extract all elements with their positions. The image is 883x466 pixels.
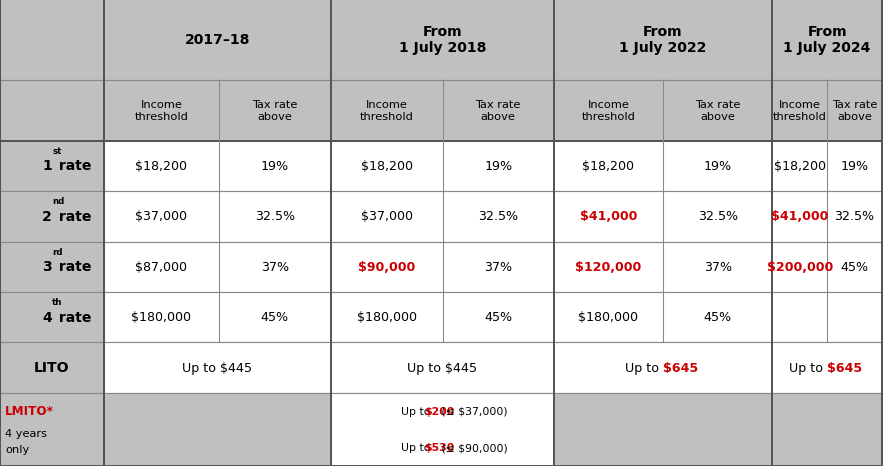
FancyBboxPatch shape	[0, 141, 104, 192]
FancyBboxPatch shape	[104, 393, 330, 466]
Text: 37%: 37%	[704, 260, 732, 274]
Text: $120,000: $120,000	[575, 260, 641, 274]
FancyBboxPatch shape	[0, 343, 104, 393]
FancyBboxPatch shape	[104, 292, 881, 343]
FancyBboxPatch shape	[104, 192, 881, 242]
Text: 45%: 45%	[260, 311, 289, 324]
Text: $90,000: $90,000	[358, 260, 415, 274]
Text: st: st	[52, 147, 62, 156]
Text: Income
threshold: Income threshold	[359, 100, 413, 122]
FancyBboxPatch shape	[0, 0, 881, 81]
Text: $180,000: $180,000	[132, 311, 192, 324]
Text: $645: $645	[663, 361, 698, 374]
Text: Up to: Up to	[402, 443, 434, 453]
Text: Up to $445: Up to $445	[407, 361, 477, 374]
Text: (≤ $90,000): (≤ $90,000)	[438, 443, 508, 453]
Text: From
1 July 2024: From 1 July 2024	[783, 25, 871, 55]
Text: 4: 4	[42, 310, 52, 324]
Text: 19%: 19%	[840, 160, 868, 173]
Text: Income
threshold: Income threshold	[581, 100, 635, 122]
Text: Tax rate
above: Tax rate above	[475, 100, 521, 122]
FancyBboxPatch shape	[104, 141, 881, 192]
Text: 19%: 19%	[484, 160, 512, 173]
Text: rate: rate	[54, 159, 91, 173]
Text: 32.5%: 32.5%	[254, 210, 295, 223]
FancyBboxPatch shape	[0, 81, 881, 141]
Text: $180,000: $180,000	[357, 311, 417, 324]
Text: $200,000: $200,000	[766, 260, 833, 274]
Text: LITO: LITO	[34, 361, 70, 375]
Text: $18,200: $18,200	[360, 160, 412, 173]
FancyBboxPatch shape	[0, 393, 104, 466]
FancyBboxPatch shape	[104, 242, 881, 292]
Text: rate: rate	[54, 310, 91, 324]
Text: 45%: 45%	[704, 311, 732, 324]
FancyBboxPatch shape	[554, 393, 881, 466]
Text: $18,200: $18,200	[135, 160, 187, 173]
FancyBboxPatch shape	[0, 292, 104, 343]
Text: Up to: Up to	[402, 406, 434, 416]
Text: Tax rate
above: Tax rate above	[252, 100, 298, 122]
Text: 37%: 37%	[484, 260, 512, 274]
Text: 2: 2	[42, 210, 52, 224]
Text: $180,000: $180,000	[578, 311, 638, 324]
FancyBboxPatch shape	[104, 343, 881, 393]
Text: (≤ $37,000): (≤ $37,000)	[438, 406, 508, 416]
Text: $87,000: $87,000	[135, 260, 187, 274]
FancyBboxPatch shape	[330, 393, 554, 466]
FancyBboxPatch shape	[0, 192, 104, 242]
Text: only: only	[5, 445, 29, 455]
Text: 19%: 19%	[260, 160, 289, 173]
Text: nd: nd	[52, 197, 64, 206]
Text: 32.5%: 32.5%	[698, 210, 737, 223]
Text: 1: 1	[42, 159, 52, 173]
Text: 45%: 45%	[840, 260, 868, 274]
Text: Tax rate
above: Tax rate above	[832, 100, 877, 122]
Text: 19%: 19%	[704, 160, 732, 173]
Text: $41,000: $41,000	[579, 210, 637, 223]
Text: $18,200: $18,200	[582, 160, 634, 173]
Text: $645: $645	[826, 361, 862, 374]
Text: $37,000: $37,000	[360, 210, 412, 223]
Text: 32.5%: 32.5%	[478, 210, 518, 223]
Text: From
1 July 2018: From 1 July 2018	[398, 25, 486, 55]
Text: 37%: 37%	[260, 260, 289, 274]
Text: Income
threshold: Income threshold	[773, 100, 826, 122]
Text: 2017–18: 2017–18	[185, 33, 250, 47]
Text: Up to $445: Up to $445	[182, 361, 253, 374]
Text: rd: rd	[52, 247, 63, 256]
Text: Up to: Up to	[625, 361, 663, 374]
Text: $41,000: $41,000	[771, 210, 828, 223]
Text: $200: $200	[424, 406, 454, 416]
Text: Tax rate
above: Tax rate above	[695, 100, 740, 122]
Text: 32.5%: 32.5%	[834, 210, 874, 223]
Text: From
1 July 2022: From 1 July 2022	[619, 25, 706, 55]
Text: LMITO*: LMITO*	[5, 405, 54, 418]
Text: rate: rate	[54, 260, 91, 274]
Text: 45%: 45%	[484, 311, 512, 324]
Text: th: th	[52, 298, 63, 307]
Text: $37,000: $37,000	[135, 210, 187, 223]
Text: Income
threshold: Income threshold	[134, 100, 188, 122]
Text: rate: rate	[54, 210, 91, 224]
FancyBboxPatch shape	[0, 242, 104, 292]
Text: 3: 3	[42, 260, 52, 274]
Text: Up to: Up to	[789, 361, 826, 374]
Text: 4 years: 4 years	[5, 428, 48, 438]
Text: $18,200: $18,200	[774, 160, 826, 173]
Text: $530: $530	[424, 443, 454, 453]
